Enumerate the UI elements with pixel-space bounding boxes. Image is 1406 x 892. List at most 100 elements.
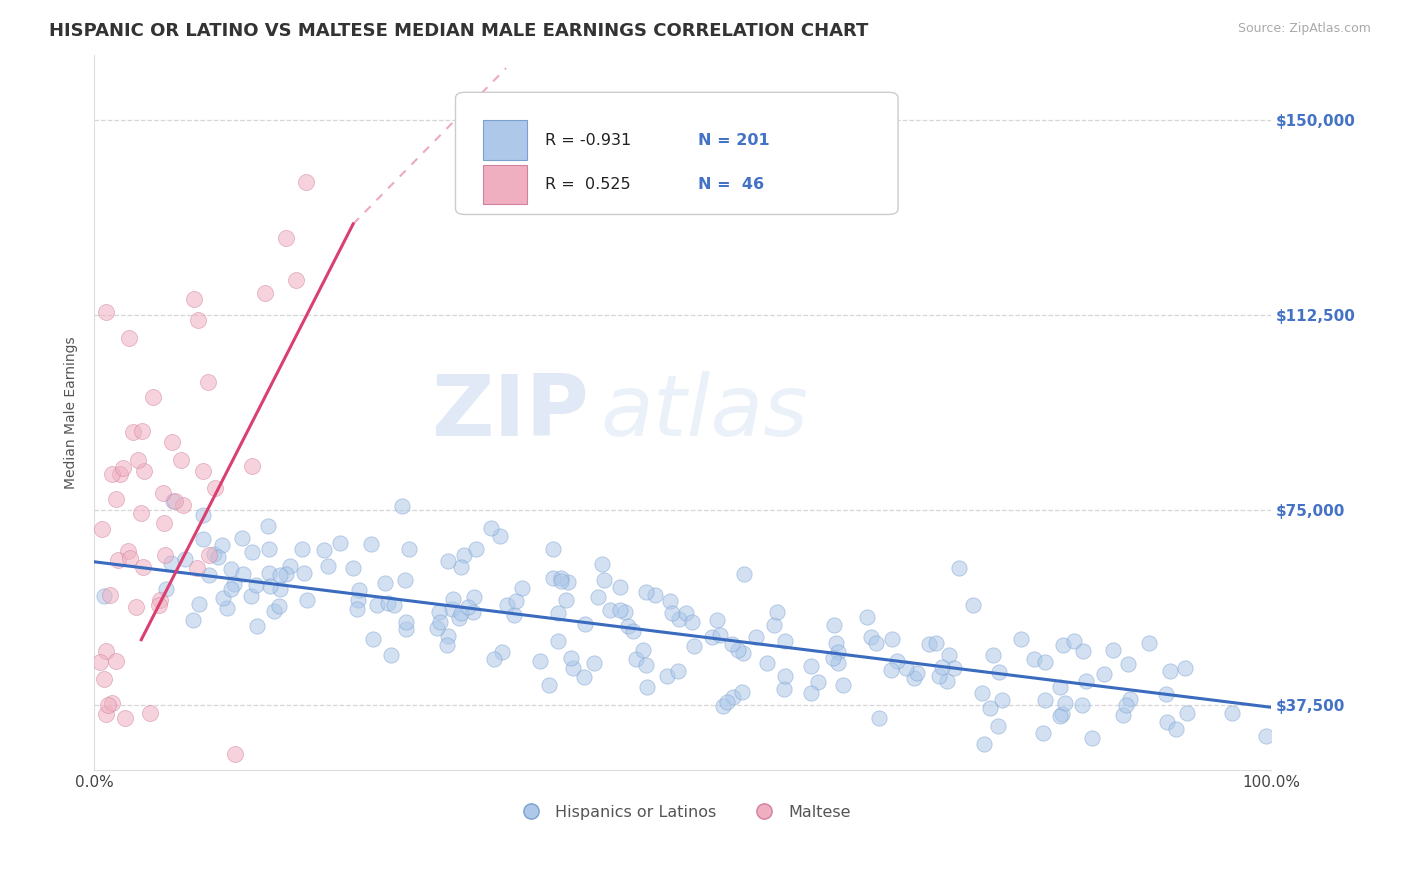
Point	[617, 619, 640, 633]
Point	[856, 610, 879, 624]
Point	[114, 711, 136, 725]
Point	[450, 606, 472, 620]
Point	[624, 652, 647, 666]
FancyBboxPatch shape	[456, 92, 898, 214]
Point	[935, 673, 957, 688]
Point	[554, 592, 576, 607]
FancyBboxPatch shape	[482, 120, 527, 160]
Point	[1033, 655, 1056, 669]
Point	[661, 606, 683, 620]
Point	[108, 467, 131, 481]
Point	[1050, 706, 1073, 721]
Point	[89, 656, 111, 670]
Point	[240, 589, 263, 603]
Point	[918, 636, 941, 650]
Point	[683, 639, 706, 653]
Point	[865, 636, 887, 650]
Point	[706, 614, 728, 628]
Point	[450, 559, 472, 574]
Point	[991, 692, 1014, 706]
Point	[599, 603, 621, 617]
Point	[1254, 730, 1277, 744]
Point	[1054, 696, 1077, 710]
Point	[278, 559, 301, 574]
FancyBboxPatch shape	[482, 165, 527, 204]
Point	[479, 520, 502, 534]
Point	[290, 542, 312, 557]
Point	[668, 664, 690, 678]
Point	[394, 574, 416, 588]
Point	[232, 567, 254, 582]
Point	[496, 598, 519, 612]
Text: R =  0.525: R = 0.525	[546, 177, 630, 192]
Point	[773, 669, 796, 683]
Point	[162, 434, 184, 449]
Point	[827, 656, 849, 670]
Point	[155, 548, 177, 562]
Point	[720, 637, 742, 651]
Point	[183, 292, 205, 306]
Point	[905, 665, 928, 680]
Point	[112, 461, 135, 475]
Point	[766, 605, 789, 619]
Point	[1033, 692, 1056, 706]
Point	[550, 574, 572, 588]
Point	[366, 599, 388, 613]
Point	[132, 560, 155, 574]
Point	[807, 675, 830, 690]
Point	[122, 425, 145, 440]
Text: atlas: atlas	[600, 371, 808, 454]
Point	[274, 231, 297, 245]
Point	[860, 630, 883, 644]
Point	[153, 516, 176, 531]
Point	[155, 582, 177, 596]
Point	[197, 375, 219, 389]
Point	[943, 660, 966, 674]
Point	[172, 498, 194, 512]
Point	[574, 617, 596, 632]
Point	[443, 591, 465, 606]
Point	[488, 529, 510, 543]
Point	[1010, 632, 1032, 647]
Point	[1112, 707, 1135, 722]
Point	[374, 576, 396, 591]
Point	[391, 500, 413, 514]
Point	[93, 672, 115, 686]
Point	[142, 390, 165, 404]
Point	[295, 176, 318, 190]
Point	[329, 536, 352, 550]
Point	[131, 424, 153, 438]
Point	[437, 629, 460, 643]
Point	[491, 645, 513, 659]
Point	[221, 582, 243, 596]
Point	[1071, 644, 1094, 658]
Point	[1174, 661, 1197, 675]
Point	[94, 644, 117, 658]
Point	[219, 562, 242, 576]
Point	[215, 601, 238, 615]
Point	[347, 593, 370, 607]
Point	[1154, 687, 1177, 701]
Point	[242, 458, 264, 473]
Point	[207, 550, 229, 565]
Point	[582, 657, 605, 671]
Point	[240, 545, 263, 559]
Point	[169, 453, 191, 467]
Point	[931, 659, 953, 673]
Point	[246, 619, 269, 633]
Point	[118, 551, 141, 566]
Point	[347, 582, 370, 597]
Point	[702, 630, 724, 644]
Point	[773, 634, 796, 648]
Point	[733, 646, 755, 660]
Point	[346, 601, 368, 615]
Point	[453, 548, 475, 562]
Point	[152, 485, 174, 500]
Point	[1092, 667, 1115, 681]
Point	[187, 313, 209, 327]
Point	[1024, 652, 1046, 666]
Point	[823, 618, 845, 632]
Point	[174, 551, 197, 566]
Point	[987, 719, 1010, 733]
Point	[894, 661, 917, 675]
